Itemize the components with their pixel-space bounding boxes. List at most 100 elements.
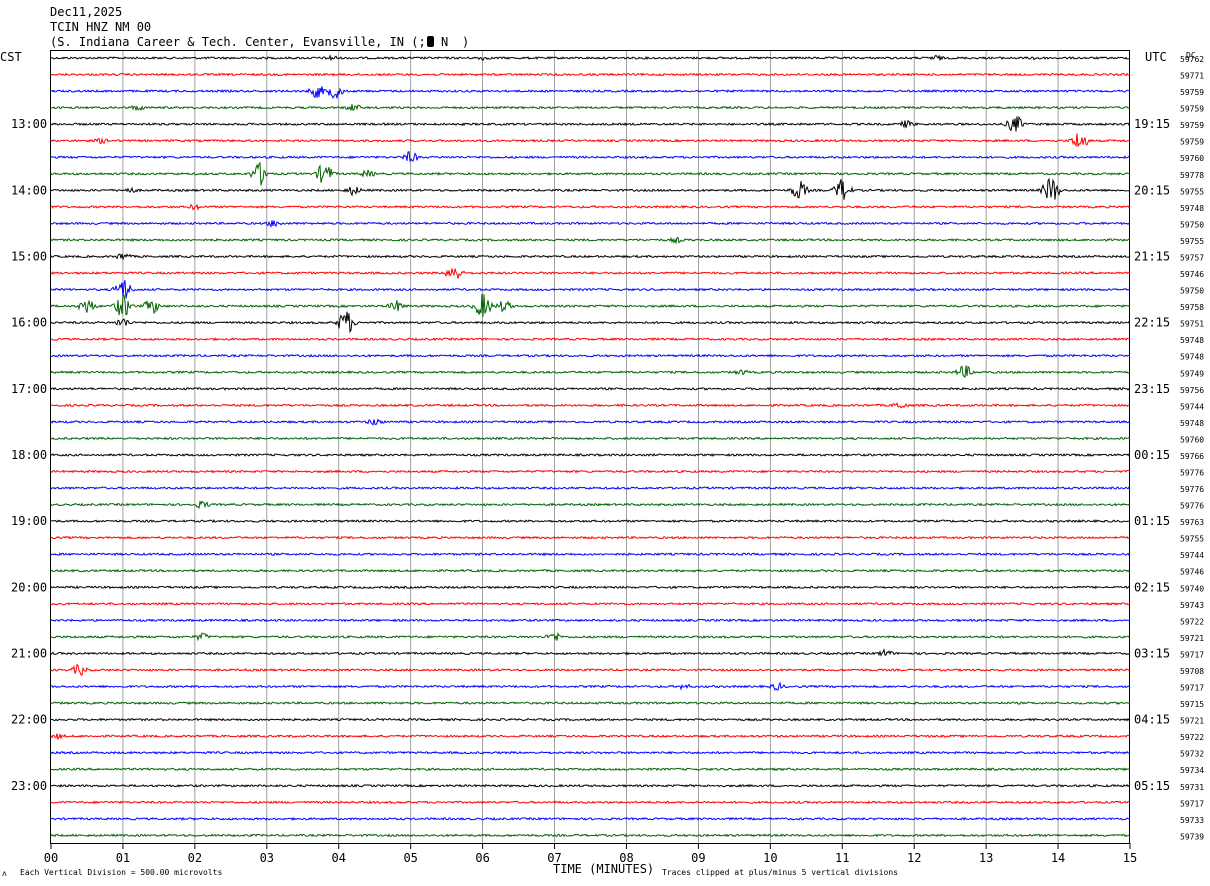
hour-label-left: 15:00 — [11, 249, 47, 263]
trace-row-7 — [50, 161, 1131, 186]
trace-row-38 — [50, 681, 1131, 691]
trace-row-2 — [50, 86, 1131, 99]
dc-value: 59743 — [1180, 601, 1204, 610]
dc-value: 59748 — [1180, 336, 1204, 345]
dc-value: 59749 — [1180, 369, 1204, 378]
trace-row-37 — [50, 663, 1131, 676]
trace-row-42 — [50, 750, 1131, 755]
dc-value: 59757 — [1180, 253, 1204, 262]
trace-row-39 — [50, 701, 1131, 706]
trace-row-36 — [50, 648, 1131, 657]
header-location-suffix: ) — [462, 35, 469, 49]
dc-value: 59755 — [1180, 187, 1204, 196]
trace-row-24 — [50, 452, 1131, 457]
trace-row-6 — [50, 151, 1131, 163]
dc-value: 59715 — [1180, 700, 1204, 709]
dc-value: 59721 — [1180, 634, 1204, 643]
traces — [50, 54, 1131, 838]
footer-clip-note: Traces clipped at plus/minus 5 vertical … — [662, 868, 898, 877]
hour-label-left: 19:00 — [11, 514, 47, 528]
dc-value: 59732 — [1180, 750, 1204, 759]
hour-label-right: 00:15 — [1134, 448, 1170, 462]
hour-label-left: 14:00 — [11, 183, 47, 197]
header-location-mid: N — [441, 35, 448, 49]
trace-row-45 — [50, 800, 1131, 805]
header-location: (S. Indiana Career & Tech. Center, Evans… — [50, 35, 426, 49]
hour-label-left: 20:00 — [11, 580, 47, 594]
x-tick-label-04: 04 — [332, 851, 346, 865]
hour-label-right: 20:15 — [1134, 183, 1170, 197]
dc-value: 59755 — [1180, 237, 1204, 246]
trace-row-40 — [50, 717, 1131, 722]
hour-label-left: 18:00 — [11, 448, 47, 462]
x-tick-label-03: 03 — [260, 851, 274, 865]
dc-value: 59708 — [1180, 667, 1204, 676]
dc-value: 59733 — [1180, 816, 1204, 825]
dc-value: 59758 — [1180, 303, 1204, 312]
x-tick-label-11: 11 — [835, 851, 849, 865]
dc-value: 59722 — [1180, 733, 1204, 742]
dc-value: 59750 — [1180, 287, 1204, 296]
dc-value: 59755 — [1180, 535, 1204, 544]
header-date: Dec11,2025 — [50, 5, 122, 19]
trace-row-26 — [50, 486, 1131, 491]
trace-row-3 — [50, 104, 1131, 112]
dc-value: 59751 — [1180, 320, 1204, 329]
dc-values: 59762 59771 59759 59759 59759 59759 59760 59778… — [1180, 55, 1204, 841]
trace-row-11 — [50, 236, 1131, 245]
dc-value: 59776 — [1180, 469, 1204, 478]
trace-row-41 — [50, 733, 1131, 741]
plot-frame — [50, 50, 1130, 844]
footer-vertical-division: Each Vertical Division = 500.00 microvol… — [20, 868, 222, 877]
trace-row-14 — [50, 280, 1131, 299]
x-tick-label-12: 12 — [907, 851, 921, 865]
dc-value: 59759 — [1180, 138, 1204, 147]
hour-label-left: 17:00 — [11, 382, 47, 396]
dc-value: 59722 — [1180, 617, 1204, 626]
hour-label-left: 21:00 — [11, 646, 47, 660]
dc-value: 59760 — [1180, 154, 1204, 163]
trace-row-10 — [50, 220, 1131, 228]
dc-value: 59776 — [1180, 485, 1204, 494]
x-tick-label-10: 10 — [763, 851, 777, 865]
left-timezone: CST — [0, 50, 22, 64]
dc-value: 59746 — [1180, 568, 1204, 577]
header-channel: TCIN HNZ NM 00 — [50, 20, 151, 34]
hour-label-right: 01:15 — [1134, 514, 1170, 528]
dc-value: 59744 — [1180, 551, 1204, 560]
trace-row-29 — [50, 535, 1131, 540]
trace-row-27 — [50, 500, 1131, 510]
dc-value: 59739 — [1180, 832, 1204, 841]
x-tick-label-02: 02 — [188, 851, 202, 865]
trace-row-13 — [50, 268, 1131, 279]
dc-value: 59762 — [1180, 55, 1204, 64]
hour-label-right: 21:15 — [1134, 249, 1170, 263]
trace-row-0 — [50, 54, 1131, 62]
x-tick-label-00: 00 — [44, 851, 58, 865]
trace-row-46 — [50, 816, 1131, 821]
hour-label-left: 22:00 — [11, 713, 47, 727]
dc-value: 59740 — [1180, 584, 1204, 593]
footer-scale-icon: ʌ — [2, 869, 7, 878]
dc-value: 59744 — [1180, 402, 1204, 411]
hour-label-right: 02:15 — [1134, 580, 1170, 594]
x-tick-label-13: 13 — [979, 851, 993, 865]
x-axis: 00 01 02 03 04 05 06 07 08 09 10 11 12 13 14 15 — [44, 843, 1137, 865]
dc-value: 59750 — [1180, 220, 1204, 229]
dc-value: 59731 — [1180, 783, 1204, 792]
dc-value: 59763 — [1180, 518, 1204, 527]
hour-label-right: 22:15 — [1134, 316, 1170, 330]
dc-value: 59778 — [1180, 171, 1204, 180]
trace-row-31 — [50, 568, 1131, 573]
x-tick-label-15: 15 — [1123, 851, 1137, 865]
minute-gridlines — [122, 51, 1059, 843]
trace-row-22 — [50, 418, 1131, 426]
hour-label-right: 05:15 — [1134, 779, 1170, 793]
trace-row-33 — [50, 601, 1131, 606]
dc-value: 59759 — [1180, 121, 1204, 130]
hour-label-right: 23:15 — [1134, 382, 1170, 396]
hour-label-left: 23:00 — [11, 779, 47, 793]
dc-value: 59734 — [1180, 766, 1204, 775]
right-timezone: UTC — [1145, 50, 1167, 64]
